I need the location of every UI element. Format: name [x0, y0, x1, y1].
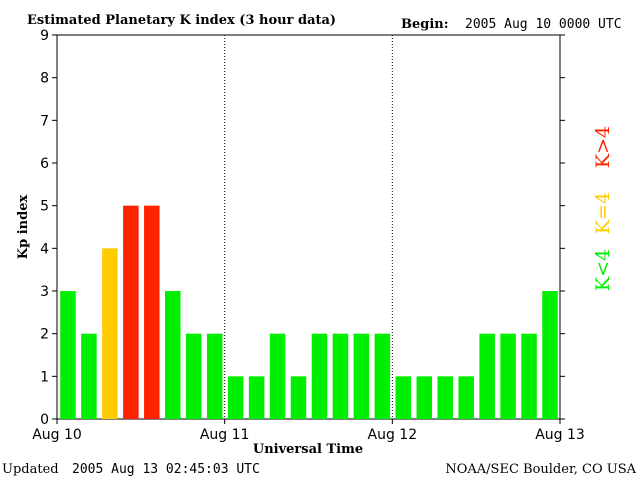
x-tick-label: Aug 13 — [535, 427, 585, 443]
y-tick-label: 2 — [40, 327, 49, 343]
kp-bar — [374, 333, 391, 419]
y-tick-label: 6 — [40, 156, 49, 172]
updated-timestamp: 2005 Aug 13 02:45:03 UTC — [72, 462, 260, 477]
data-source: NOAA/SEC Boulder, CO USA — [445, 462, 636, 477]
kp-bar — [521, 333, 537, 419]
kp-bar — [311, 333, 328, 419]
kp-bar — [479, 333, 495, 419]
x-tick-label: Aug 11 — [200, 427, 250, 443]
y-tick-label: 1 — [40, 369, 49, 385]
kp-bars — [60, 205, 558, 419]
begin-label: Begin: — [401, 17, 449, 32]
kp-bar — [123, 205, 139, 419]
kp-bar — [185, 333, 202, 419]
kp-bar — [416, 376, 433, 419]
x-axis-title: Universal Time — [253, 442, 363, 457]
kp-bar — [60, 291, 76, 419]
chart-title: Estimated Planetary K index (3 hour data… — [27, 13, 336, 28]
updated-label: Updated — [2, 462, 59, 477]
y-tick-label: 5 — [40, 199, 49, 215]
legend-entry: K>4 — [592, 126, 614, 168]
y-axis-title: Kp index — [16, 195, 31, 260]
kp-bar — [458, 376, 474, 419]
kp-bar — [500, 333, 516, 419]
kp-bar — [542, 291, 558, 419]
kp-bar — [353, 333, 370, 419]
y-tick-label: 8 — [40, 71, 49, 87]
y-tick-label: 7 — [40, 113, 49, 129]
y-tick-label: 0 — [40, 412, 49, 428]
y-axis: 0 1 2 3 4 5 6 7 8 9 — [40, 28, 565, 428]
x-axis: Aug 10 Aug 11 Aug 12 Aug 13 — [32, 419, 585, 443]
legend: K<4 K=4 K>4 — [592, 126, 614, 291]
legend-entry: K=4 — [592, 192, 614, 234]
kp-bar — [81, 333, 97, 419]
y-tick-label: 9 — [40, 28, 49, 44]
day-dividers — [224, 35, 393, 419]
x-tick-label: Aug 12 — [368, 427, 418, 443]
legend-entry: K<4 — [592, 249, 614, 291]
kp-bar — [248, 376, 265, 419]
begin-date: 2005 Aug 10 0000 UTC — [465, 17, 622, 32]
kp-bar — [227, 376, 244, 419]
kp-bar — [144, 205, 160, 419]
kp-bar — [290, 376, 307, 419]
kp-bar — [437, 376, 453, 419]
kp-bar — [206, 333, 223, 419]
kp-bar — [332, 333, 349, 419]
plot-area: 0 1 2 3 4 5 6 7 8 9 Aug 10 Aug 11 Aug 12 Aug 13 — [32, 28, 585, 443]
plot-frame — [56, 34, 561, 420]
x-tick-label: Aug 10 — [32, 427, 82, 443]
kp-bar — [269, 333, 286, 419]
kp-bar — [165, 291, 181, 419]
y-tick-label: 3 — [40, 284, 49, 300]
kp-bar — [395, 376, 412, 419]
kp-bar — [102, 248, 118, 419]
y-tick-label: 4 — [40, 241, 49, 257]
